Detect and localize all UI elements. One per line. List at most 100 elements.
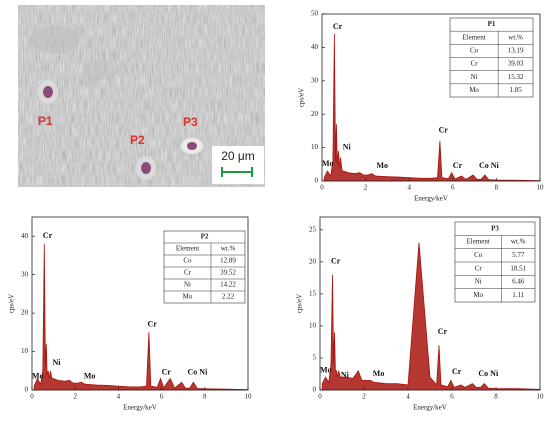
- particle-spot: [141, 162, 151, 174]
- debris: [30, 26, 80, 54]
- y-tick-label: 0: [315, 177, 319, 185]
- x-tick-label: 0: [320, 184, 324, 192]
- spectrum: [321, 242, 541, 391]
- table-cell: 6.46: [512, 278, 525, 286]
- y-tick-label: 40: [21, 232, 29, 240]
- particle-spot: [187, 142, 197, 150]
- y-axis-label: cps/eV: [298, 88, 306, 107]
- spectrum: [33, 243, 249, 391]
- table-cell: 1.11: [512, 291, 524, 299]
- table-title: P2: [201, 233, 209, 241]
- table-cell: Cr: [475, 264, 483, 272]
- particle-spot: [43, 86, 53, 98]
- peak-label: Ni: [343, 142, 352, 151]
- table-cell: Co: [183, 257, 192, 265]
- x-tick-label: 10: [537, 184, 545, 192]
- peak-label: Cr: [333, 22, 343, 31]
- spectrum: [323, 33, 541, 182]
- y-tick-label: 40: [311, 43, 319, 51]
- x-tick-label: 6: [451, 184, 455, 192]
- plot-frame: [31, 216, 249, 391]
- y-tick-label: 5: [313, 354, 317, 362]
- table-header: wt.%: [508, 33, 523, 41]
- x-tick-label: 10: [245, 393, 253, 401]
- table-cell: 5.77: [512, 251, 525, 259]
- table-cell: 18.51: [510, 264, 526, 272]
- chart: 0 2 4 6 8 10 0 10 20 30 40 50 Energy/keV cps/eV Cr Ni Mo…: [298, 10, 544, 203]
- y-tick-label: 10: [311, 143, 319, 151]
- table-cell: 15.32: [508, 73, 524, 81]
- y-tick-label: 15: [309, 289, 317, 297]
- x-tick-label: 4: [407, 184, 411, 192]
- x-tick-label: 8: [495, 184, 499, 192]
- x-tick-label: 6: [450, 393, 454, 401]
- scale-label: 20 μm: [221, 149, 255, 163]
- point-label: P2: [130, 133, 145, 147]
- peak-label: Cr: [43, 231, 53, 240]
- x-tick-label: 0: [318, 393, 322, 401]
- x-tick-label: 2: [73, 393, 77, 401]
- peak-label: Cr: [453, 161, 463, 170]
- x-axis-label: Energy/keV: [413, 404, 447, 412]
- x-tick-label: 4: [117, 393, 121, 401]
- y-tick-label: 30: [21, 270, 29, 278]
- table-cell: 13.19: [508, 47, 524, 55]
- point-label: P3: [183, 115, 198, 129]
- peak-label: Ni: [53, 358, 62, 367]
- peak-label: Cr: [439, 126, 449, 135]
- table-title: P1: [488, 20, 496, 28]
- table-cell: Mo: [183, 293, 193, 301]
- x-tick-label: 6: [160, 393, 164, 401]
- table-header: wt.%: [511, 238, 526, 246]
- sem-image: P1 P2 P3 20 μm: [18, 5, 265, 187]
- table-header: Element: [462, 33, 485, 41]
- x-tick-label: 8: [494, 393, 498, 401]
- peak-label: Cr: [452, 367, 462, 376]
- y-tick-label: 10: [309, 322, 317, 330]
- table-cell: Ni: [184, 281, 191, 289]
- table-cell: 14.22: [220, 281, 236, 289]
- table-cell: Cr: [471, 60, 479, 68]
- x-tick-label: 0: [30, 393, 34, 401]
- table-cell: 2.22: [222, 293, 235, 301]
- table-cell: Mo: [469, 86, 479, 94]
- y-tick-label: 20: [311, 110, 319, 118]
- x-axis-label: Energy/keV: [123, 404, 157, 412]
- y-tick-label: 20: [309, 257, 317, 265]
- table-cell: 39.52: [220, 269, 236, 277]
- x-tick-label: 4: [406, 393, 410, 401]
- table-cell: Ni: [471, 73, 478, 81]
- table-cell: Co: [470, 47, 479, 55]
- x-axis-label: Energy/keV: [414, 195, 448, 203]
- debris: [82, 60, 118, 80]
- table-header: Element: [176, 245, 199, 253]
- peak-label: Cr: [331, 257, 341, 266]
- table-cell: 12.89: [220, 257, 236, 265]
- peak-label: Cr: [162, 368, 172, 377]
- chart: 0 2 4 6 8 10 0 10 20 30 40 Energy/keV cps/eV Cr Ni Mo Mo…: [8, 216, 253, 412]
- peak-label: Co Ni: [188, 368, 209, 377]
- x-tick-label: 2: [362, 393, 366, 401]
- y-tick-label: 50: [311, 10, 319, 18]
- y-tick-label: 10: [21, 347, 29, 355]
- y-tick-label: 25: [309, 225, 317, 233]
- table-cell: Cr: [184, 269, 192, 277]
- table-cell: Ni: [475, 278, 482, 286]
- peak-label: Mo: [377, 161, 389, 170]
- x-tick-label: 2: [364, 184, 368, 192]
- table-header: wt.%: [221, 245, 236, 253]
- peak-label: Co Ni: [478, 369, 499, 378]
- point-label: P1: [38, 114, 53, 128]
- y-tick-label: 0: [25, 386, 29, 394]
- x-tick-label: 8: [203, 393, 207, 401]
- y-tick-label: 30: [311, 76, 319, 84]
- table-cell: 39.03: [508, 60, 524, 68]
- chart: 0 2 4 6 8 10 0 5 10 15 20 25 Energy/keV cps/eV Cr Mo Ni M…: [296, 216, 544, 412]
- peak-label: Mo: [32, 371, 44, 380]
- table-cell: Co: [474, 251, 483, 259]
- y-tick-label: 20: [21, 309, 29, 317]
- table-cell: Mo: [473, 291, 483, 299]
- peak-label: Mo: [373, 369, 385, 378]
- table-cell: 1.85: [509, 86, 522, 94]
